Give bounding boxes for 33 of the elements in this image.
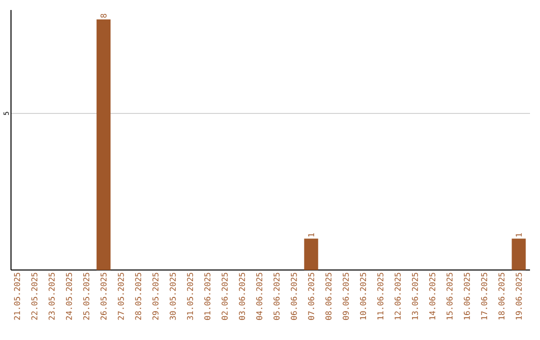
data-label: 1	[516, 233, 522, 237]
x-tick-label: 08.06.2025	[325, 272, 332, 320]
x-tick-label: 04.06.2025	[256, 272, 262, 320]
data-label: 1	[308, 233, 314, 237]
x-tick-label: 31.05.2025	[187, 272, 194, 320]
x-tick-label: 26.05.2025	[100, 272, 107, 320]
data-label: 8	[100, 14, 107, 18]
x-tick-label: 13.06.2025	[412, 272, 418, 320]
x-tick-label: 29.05.2025	[152, 272, 158, 320]
x-tick-label: 06.06.2025	[290, 272, 297, 320]
x-tick-label: 11.06.2025	[377, 272, 384, 320]
x-tick-label: 01.06.2025	[204, 272, 210, 320]
x-tick-label: 30.05.2025	[170, 272, 176, 320]
x-tick-label: 17.06.2025	[481, 272, 488, 320]
x-tick-label: 09.06.2025	[342, 272, 349, 320]
x-tick-label: 23.05.2025	[48, 272, 55, 320]
x-tick-label: 14.06.2025	[429, 272, 436, 320]
x-tick-label: 10.06.2025	[360, 272, 366, 320]
x-tick-label: 24.05.2025	[66, 272, 72, 320]
x-tick-label: 25.05.2025	[83, 272, 90, 320]
x-tick-label: 28.05.2025	[135, 272, 142, 320]
x-tick-label: 19.06.2025	[516, 272, 522, 320]
x-tick-label: 07.06.2025	[308, 272, 314, 320]
x-tick-label: 15.06.2025	[446, 272, 453, 320]
x-tick-label: 02.06.2025	[222, 272, 228, 320]
x-tick-label: 12.06.2025	[394, 272, 401, 320]
x-tick-label: 16.06.2025	[464, 272, 470, 320]
x-tick-label: 22.05.2025	[31, 272, 38, 320]
x-tick-label: 05.06.2025	[274, 272, 280, 320]
x-tick-label: 03.06.2025	[238, 272, 245, 320]
x-tick-label: 18.06.2025	[498, 272, 504, 320]
x-tick-label: 21.05.2025	[14, 272, 20, 320]
x-tick-label: 27.05.2025	[118, 272, 124, 320]
